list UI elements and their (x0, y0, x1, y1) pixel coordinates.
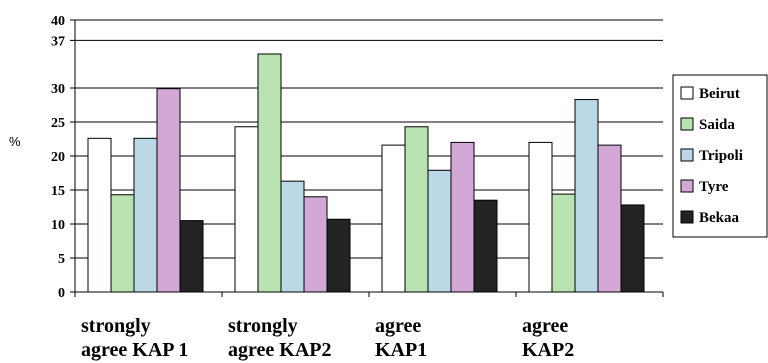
legend-swatch-tyre (680, 179, 694, 193)
bar-beirut-3 (381, 144, 406, 293)
legend: Beirut Saida Tripoli Tyre Bekaa (672, 74, 768, 238)
y-tick-labels: 0 5 10 15 20 25 30 37 40 (51, 14, 65, 301)
bar-bekaa-4 (620, 204, 645, 293)
bar-tyre-1 (156, 88, 181, 293)
legend-swatch-saida (680, 117, 694, 131)
bar-bekaa-3 (473, 199, 498, 293)
y-tick-label: 5 (58, 252, 65, 267)
bar-tyre-3 (450, 141, 475, 293)
y-tick-label: 25 (51, 116, 65, 131)
x-category-label: agree KAP2 (228, 339, 332, 361)
bar-tyre-4 (597, 144, 622, 293)
x-category-label: agree KAP 1 (81, 339, 188, 361)
x-category-label: agree (375, 315, 421, 337)
x-category-label: strongly (81, 315, 151, 337)
x-category-label: agree (522, 315, 568, 337)
bar-bekaa-2 (326, 218, 351, 293)
bar-beirut-1 (87, 137, 112, 293)
x-category-label: KAP1 (375, 339, 427, 361)
bar-bekaa-1 (179, 220, 204, 293)
y-tick-label: 0 (58, 286, 65, 301)
bar-tripoli-4 (574, 99, 599, 293)
bar-saida-4 (551, 193, 576, 293)
y-tick-label: 20 (51, 150, 65, 165)
legend-label-tripoli: Tripoli (699, 148, 743, 164)
y-tick-label: 10 (51, 218, 65, 233)
bar-beirut-2 (234, 126, 259, 293)
x-category-label: strongly (228, 315, 298, 337)
x-category-label: KAP2 (522, 339, 574, 361)
y-tick-label: 37 (51, 34, 65, 49)
bar-beirut-4 (528, 141, 553, 293)
bar-tripoli-2 (280, 180, 305, 293)
legend-label-saida: Saida (699, 117, 735, 133)
y-tick-label: 15 (51, 184, 65, 199)
bar-tripoli-1 (133, 137, 158, 293)
bar-tyre-2 (303, 196, 328, 293)
legend-swatch-tripoli (680, 148, 694, 162)
bar-saida-2 (257, 53, 282, 293)
bar-saida-3 (404, 126, 429, 293)
legend-label-beirut: Beirut (699, 86, 740, 102)
y-tick-label: 30 (51, 82, 65, 97)
legend-label-tyre: Tyre (699, 179, 729, 195)
legend-swatch-bekaa (680, 210, 694, 224)
y-tick-label: 40 (51, 14, 65, 29)
bar-saida-1 (110, 194, 135, 293)
bar-tripoli-3 (427, 169, 452, 293)
y-axis-label: % (9, 134, 21, 149)
bars (87, 53, 645, 293)
legend-swatch-beirut (680, 86, 694, 100)
axes (70, 19, 664, 297)
legend-label-bekaa: Bekaa (699, 210, 740, 226)
